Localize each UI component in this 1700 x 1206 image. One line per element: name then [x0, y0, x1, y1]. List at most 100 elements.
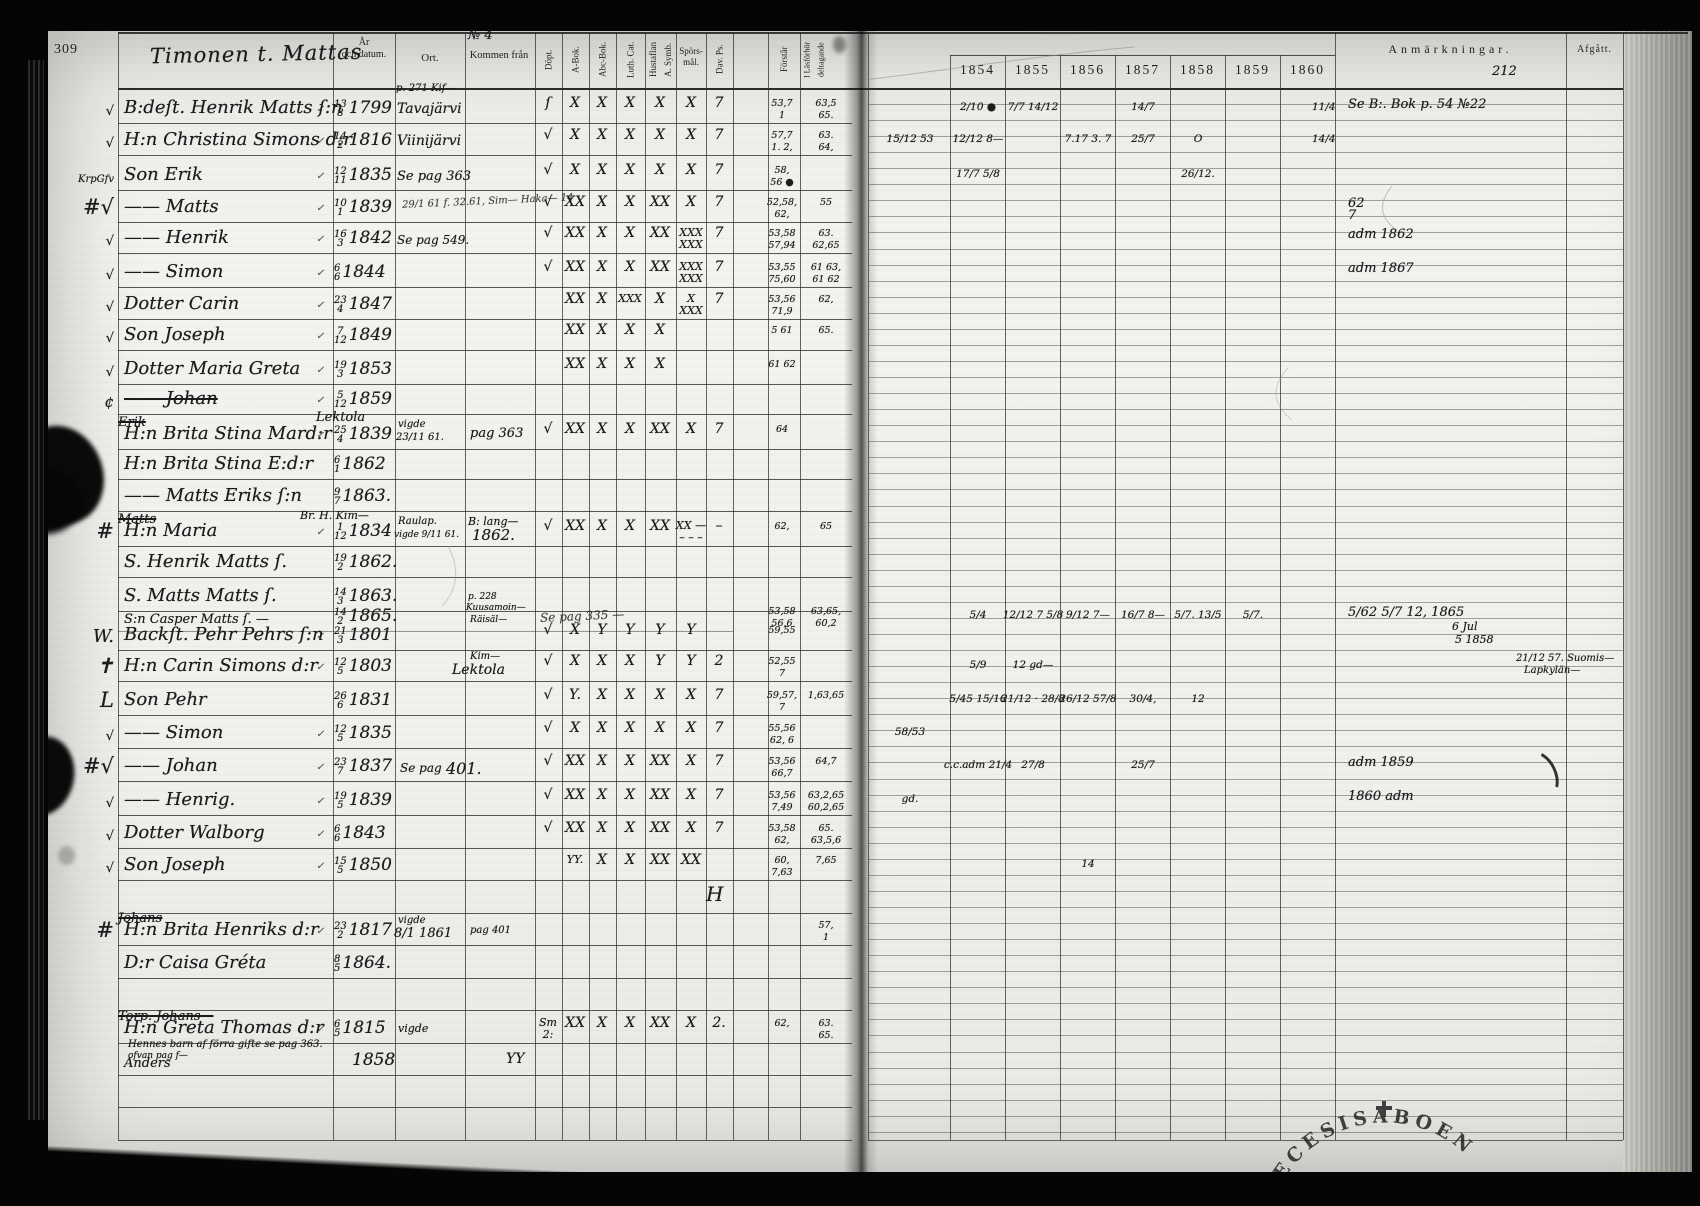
anm-page-ref: 212 — [1492, 64, 1517, 79]
forstar-years: 57,7 1. 2, — [771, 130, 793, 153]
reading-mark: X — [625, 95, 635, 111]
lasforhor-years: 1,63,65 — [807, 690, 845, 701]
lasforhor-years: 65 — [819, 521, 833, 532]
grid-line — [868, 827, 1623, 828]
reading-mark: ſ — [545, 95, 551, 111]
row-name: H:n Brita Stina Mard:r — [124, 423, 332, 444]
grid-line — [562, 32, 563, 1140]
forstar-years: 52,58, 62, — [766, 197, 798, 220]
row-name: Backſt. Pehr Pehrs ſ:n — [124, 624, 324, 645]
reading-mark: 7 — [714, 225, 724, 241]
grid-line — [1115, 55, 1116, 1140]
row-note: Raulap. — [398, 516, 437, 527]
row-margin-mark: W. — [92, 626, 114, 647]
attendance-mark: 2/10 ● — [959, 101, 997, 113]
reading-mark: XX — [565, 194, 585, 210]
anm-note: 5/62 5/7 12, 1865 — [1348, 605, 1465, 620]
reading-mark: X — [597, 322, 607, 338]
col-header-anmarkningar: Anmärkningar. — [1388, 42, 1513, 56]
row-note: vigde — [398, 419, 426, 430]
col-header-sporsmal: Spörs- mål. — [679, 46, 703, 67]
row-margin-mark: #√ — [83, 754, 114, 778]
grid-line — [868, 714, 1623, 715]
page-edge-band — [1623, 30, 1692, 1172]
row-note: p. 271 Kif— — [396, 83, 456, 94]
anm-note: Se B:. Bok p. 54 №22 — [1348, 97, 1487, 112]
grid-line — [868, 297, 1623, 298]
row-name: Dotter Maria Greta — [124, 358, 301, 379]
row-name: S. Henrik Matts ſ. — [124, 551, 288, 572]
row-date: 19 5 1839 — [334, 790, 392, 811]
check-mark: ✓ — [316, 203, 325, 214]
reading-mark: XX — [650, 259, 670, 275]
lasforhor-years: 57, 1 — [818, 920, 834, 943]
grid-line — [118, 611, 852, 612]
reading-mark: √ — [543, 753, 553, 769]
row-name: Son Erik — [124, 164, 203, 185]
reading-mark: 7 — [714, 720, 724, 736]
forstar-years: 58, 56 ● — [770, 165, 794, 188]
forstar-years: 53,56 71,9 — [768, 294, 796, 317]
row-name: Dotter Walborg — [124, 822, 265, 843]
grid-line — [118, 287, 852, 288]
row-name: —— Simon — [124, 261, 224, 282]
grid-line — [645, 32, 646, 1140]
row-name: Son Joseph — [124, 854, 226, 875]
reading-mark: XXX XXX — [679, 260, 703, 285]
check-mark: ✓ — [316, 395, 325, 406]
grid-line — [868, 120, 1623, 121]
grid-line — [868, 762, 1623, 763]
reading-mark: XX — [565, 421, 585, 437]
reading-mark: X — [570, 127, 580, 143]
reading-mark: √ — [543, 622, 553, 638]
row-name: Son Joseph — [124, 324, 226, 345]
attendance-mark: 27/8 — [1021, 759, 1045, 771]
row-name: —— Simon — [124, 722, 224, 743]
row-name: Dotter Carin — [124, 293, 240, 314]
attendance-mark: 12/12 7 5/8 — [1002, 609, 1064, 621]
check-mark: ✓ — [316, 527, 325, 538]
row-struck-name: Johans — [118, 911, 163, 926]
row-margin-mark: #√ — [83, 195, 114, 219]
grid-line — [868, 586, 1623, 587]
year-header-1854: 1854 — [960, 62, 995, 77]
scan-bottom-wedge — [0, 1146, 610, 1176]
grid-line — [118, 913, 852, 914]
reading-mark: X — [597, 518, 607, 534]
reading-mark: X — [597, 162, 607, 178]
grid-line — [118, 650, 852, 651]
grid-line — [868, 136, 1623, 137]
reading-mark: Y — [655, 653, 665, 669]
forstar-years: 53,58 56,6 — [768, 606, 796, 629]
forstar-years: 62, — [774, 1018, 790, 1029]
grid-line — [1566, 32, 1567, 1140]
row-margin-mark: √ — [105, 861, 114, 876]
row-margin-mark: # — [96, 519, 114, 543]
reading-mark: X — [655, 356, 665, 372]
grid-line — [868, 987, 1623, 988]
forstar-years: 64 — [775, 424, 789, 435]
reading-mark: XX — [565, 322, 585, 338]
reading-mark: √ — [543, 225, 553, 241]
row-name: —— Matts — [124, 196, 219, 217]
grid-line — [118, 631, 733, 632]
grid-line — [118, 715, 852, 716]
grid-line — [868, 216, 1623, 217]
grid-line — [118, 32, 119, 1140]
col-header-abc-bok: Abc-Bok. — [597, 41, 608, 78]
reading-mark: X — [686, 787, 696, 803]
grid-line — [118, 414, 852, 415]
reading-mark: X — [686, 421, 696, 437]
row-name: —— Henrig. — [124, 789, 236, 810]
attendance-mark: 25/7 — [1131, 133, 1155, 145]
grid-line — [118, 350, 852, 351]
reading-mark: X — [686, 127, 696, 143]
grid-line — [950, 55, 1335, 56]
row-note: Hennes barn af förra gifte se pag 363. — [128, 1039, 323, 1050]
grid-line — [868, 811, 1623, 812]
grid-line — [118, 190, 852, 191]
row-name: H:n Carin Simons d:r — [124, 655, 318, 676]
grid-line — [1170, 55, 1171, 1140]
grid-line — [118, 1075, 852, 1076]
grid-line — [118, 815, 852, 816]
